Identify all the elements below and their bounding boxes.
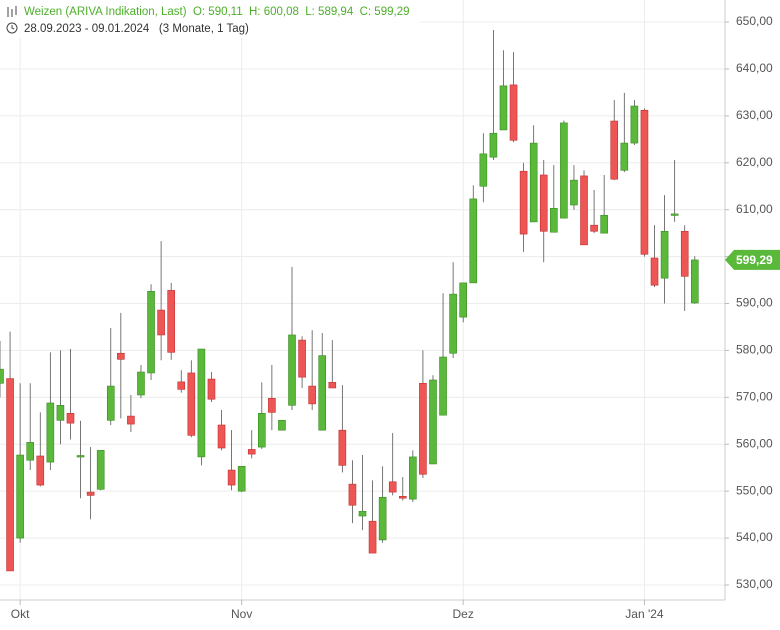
candle-body [96,450,105,490]
header-range: 28.09.2023 - 09.01.2024 (3 Monate, 1 Tag… [24,23,249,35]
header-bg [0,0,420,38]
candle-body [46,402,55,463]
x-tick-label: Nov [231,607,252,621]
candle-body [187,372,196,436]
candle-body [76,455,85,458]
candle-body [449,293,457,354]
candle-body [580,175,588,246]
candle-body [378,496,387,541]
candle-body [0,368,4,384]
candle-body [16,454,24,539]
candle-body [479,153,488,187]
candle-body [167,290,175,353]
candle-body [358,511,367,517]
candle-body [620,142,629,171]
candle-body [529,142,538,223]
y-tick-label: 540,00 [736,530,773,544]
y-tick-label: 630,00 [736,108,773,122]
clock-icon [6,22,18,34]
candle-body [539,174,548,232]
candle-body [348,483,357,506]
y-tick-label: 620,00 [736,155,773,169]
candle-body [6,378,14,572]
candle-body [640,109,649,255]
candle-body [610,120,619,180]
x-tick-label: Okt [11,607,30,621]
bar-icon [7,6,17,17]
candle-body [106,385,115,421]
candle-body [36,455,45,486]
candle-body [237,466,246,492]
header: Weizen (ARIVA Indikation, Last) O: 590,1… [0,0,420,38]
candle-body [670,213,679,216]
last-price-tag [725,249,780,270]
candle-body [550,207,558,233]
candle-body [127,415,135,425]
y-tick-label: 550,00 [736,483,773,497]
candle-body [308,385,316,405]
x-tick-label: Dez [453,607,474,621]
y-tick-label: 590,00 [736,296,773,310]
candle-body [157,309,165,336]
y-tick-label: 580,00 [736,343,773,357]
candle-body [117,352,125,360]
candle-body [247,449,256,455]
candle-body [288,334,296,406]
candle-body [227,469,236,486]
candle-body [509,84,518,141]
candle-body [197,348,206,458]
candle-body [268,397,276,413]
last-price-label: 599,29 [736,253,773,267]
candle-body [207,378,216,400]
candle-body [86,491,95,496]
header-title: Weizen (ARIVA Indikation, Last) O: 590,1… [24,6,409,18]
candle-body [388,481,397,493]
candle-body [147,291,155,374]
candle-body [690,259,699,304]
candle-body [570,179,578,206]
candle-body [560,122,568,219]
candle-body [278,420,286,431]
candle-body [26,442,35,461]
candle-body [258,412,266,448]
candle-body [519,170,528,235]
candle-body [439,356,447,416]
candle-layer [0,30,699,572]
candle-body [338,429,347,466]
y-tick-label: 570,00 [736,390,773,404]
y-tick-label: 640,00 [736,61,773,75]
candle-body [368,520,377,554]
y-tick-label: 610,00 [736,202,773,216]
candle-body [499,85,508,131]
candle-body [56,405,65,421]
y-tick-label: 530,00 [736,577,773,591]
y-tick-label: 560,00 [736,436,773,450]
candle-body [650,257,659,286]
candle-body [419,382,427,475]
candle-body [318,355,327,431]
candle-body [429,379,437,465]
candle-body [328,382,337,389]
candle-body [298,339,306,378]
candle-body [600,215,608,234]
candle-body [177,381,186,390]
candle-body [137,371,145,396]
candle-body [409,456,417,500]
candle-body [680,230,689,277]
x-tick-label: Jan '24 [625,607,664,621]
candle-body [398,496,407,499]
candle-body [660,230,669,279]
candle-body [630,105,639,144]
candle-body [459,282,467,318]
y-tick-label: 650,00 [736,14,773,28]
candle-body [217,424,226,449]
candle-body [469,198,478,284]
candle-body [590,224,598,232]
candle-body [66,412,75,424]
candle-body [489,132,498,158]
